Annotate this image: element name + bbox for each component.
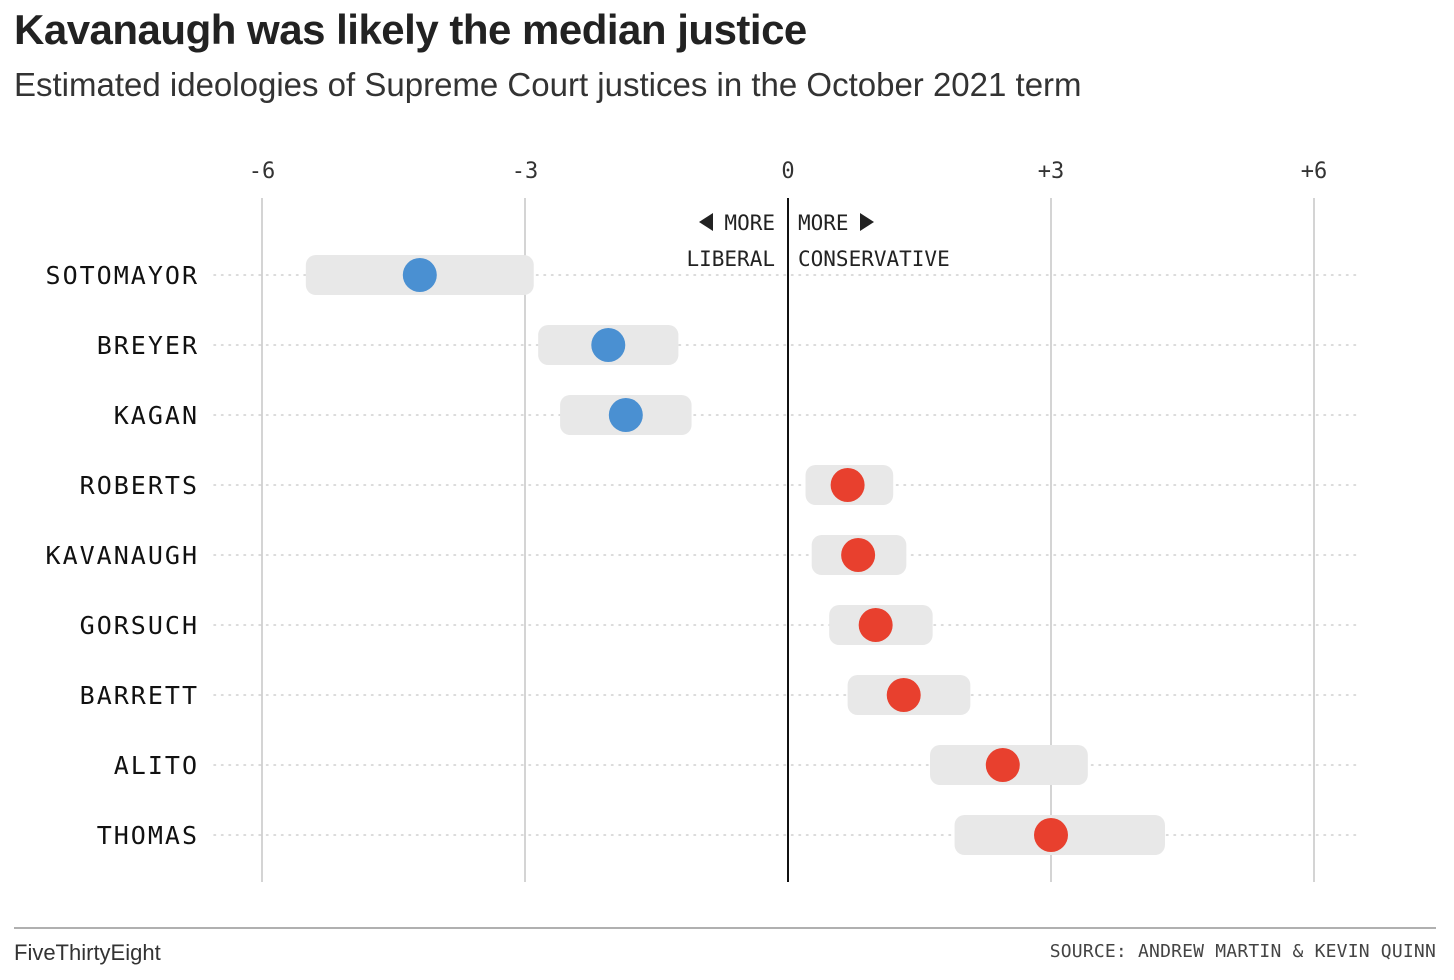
annotation-more-conservative-2: CONSERVATIVE [798, 247, 950, 271]
right-arrow-icon [860, 213, 874, 231]
x-tick-label: -6 [249, 159, 276, 184]
estimate-dot [403, 258, 437, 292]
direction-annotations: MORE LIBERAL MORE CONSERVATIVE [686, 211, 949, 271]
justice-label: ROBERTS [80, 471, 199, 500]
estimate-dot [591, 328, 625, 362]
justice-label: SOTOMAYOR [46, 261, 199, 290]
estimate-dot [887, 678, 921, 712]
gridlines [214, 198, 1360, 882]
justice-label: GORSUCH [80, 611, 199, 640]
estimate-dot [841, 538, 875, 572]
x-tick-label: -3 [512, 159, 539, 184]
annotation-more-liberal-2: LIBERAL [686, 247, 775, 271]
estimate-dot [1034, 818, 1068, 852]
left-arrow-icon [699, 213, 713, 231]
source-note: SOURCE: ANDREW MARTIN & KEVIN QUINN [1050, 941, 1436, 962]
justice-label: BARRETT [80, 681, 199, 710]
x-tick-labels: -6 -3 0 +3 +6 [249, 159, 1328, 184]
justice-label: KAVANAUGH [46, 541, 199, 570]
justice-label: ALITO [114, 751, 199, 780]
estimate-dot [609, 398, 643, 432]
justice-label: THOMAS [97, 821, 199, 850]
x-tick-label: 0 [781, 159, 794, 184]
footer-divider [14, 927, 1436, 929]
estimate-dot [986, 748, 1020, 782]
estimate-dot [859, 608, 893, 642]
annotation-more-liberal-1: MORE [724, 211, 775, 235]
justice-label: KAGAN [114, 401, 199, 430]
dot-interval-chart: -6 -3 0 +3 +6 SOTOMAYOR BREYER KAGAN ROBERTS KAV… [0, 0, 1454, 920]
estimate-dot [831, 468, 865, 502]
annotation-more-conservative-1: MORE [798, 211, 849, 235]
justice-label: BREYER [97, 331, 199, 360]
x-tick-label: +6 [1301, 159, 1328, 184]
x-tick-label: +3 [1038, 159, 1065, 184]
brand-logo: FiveThirtyEight [14, 940, 161, 966]
